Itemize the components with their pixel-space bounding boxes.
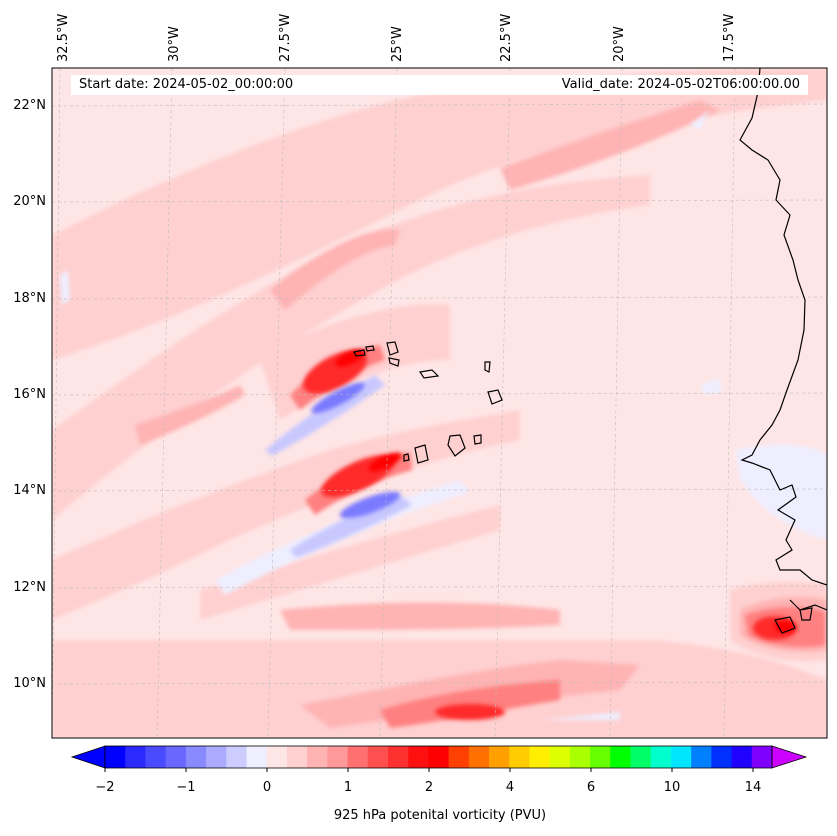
lat-label-12n: 12°N (13, 580, 46, 595)
cape-verde-maio (447, 434, 466, 457)
blue-cores (311, 382, 401, 519)
lon-label-20w: 20°W (612, 26, 627, 62)
lon-label-32-5w: 32.5°W (56, 13, 71, 62)
colorbar-tick-label: 4 (505, 780, 515, 795)
colorbar-tick-label: 10 (663, 780, 681, 795)
colorbar-cell (165, 746, 187, 768)
colorbar-title: 925 hPa potenital vorticity (PVU) (333, 808, 547, 823)
graticule (52, 68, 827, 738)
colorbar-cell (125, 746, 146, 768)
colorbar-cell (105, 746, 126, 768)
cape-verde-sal (386, 341, 399, 356)
colorbar-cell (286, 746, 308, 768)
colorbar-cell (650, 746, 672, 768)
colorbar-cells (105, 746, 773, 768)
lat-label-20n: 20°N (13, 194, 46, 209)
colorbar-cell (367, 746, 389, 768)
lon-label-22-5w: 22.5°W (499, 13, 514, 62)
date-banner: Start date: 2024-05-02_00:00:00 Valid_da… (71, 75, 808, 95)
colorbar-cell (307, 746, 328, 768)
start-date-text: Start date: 2024-05-02_00:00:00 (79, 77, 294, 92)
colorbar-cell (610, 746, 632, 768)
colorbar-cell (509, 746, 530, 768)
colorbar-tick-label: 14 (744, 780, 762, 795)
colorbar-cell (670, 746, 692, 768)
colorbar-cell (691, 746, 712, 768)
cape-verde-boa-vista-3 (487, 389, 503, 405)
colorbar-cell (206, 746, 227, 768)
cape-verde-sao-vicente (365, 345, 375, 352)
colorbar-tick-label: −2 (95, 780, 115, 795)
cape-verde-santiago (414, 444, 429, 464)
lon-label-17-5w: 17.5°W (722, 13, 737, 62)
colorbar-cell (408, 746, 429, 768)
pv-field (52, 68, 827, 738)
cape-verde-brava (473, 434, 482, 445)
colorbar-cell (549, 746, 571, 768)
coastlines (353, 68, 827, 634)
africa-coastline (739, 68, 827, 586)
colorbar-tickmarks (104, 768, 754, 772)
lat-label-10n: 10°N (13, 676, 46, 691)
colorbar-cell (185, 746, 207, 768)
colorbar-tick-label: −1 (176, 780, 196, 795)
colorbar-cell (711, 746, 733, 768)
cape-verde-fogo (403, 453, 410, 462)
colorbar-cell (630, 746, 652, 768)
colorbar-tick-label: 0 (262, 780, 272, 795)
lon-label-25w: 25°W (390, 26, 405, 62)
colorbar-tick-label: 1 (343, 780, 353, 795)
cape-verde-santo-antao (353, 349, 366, 357)
colorbar-cell (731, 746, 753, 768)
colorbar (70, 745, 808, 772)
lon-label-30w: 30°W (167, 26, 182, 62)
colorbar-cell (590, 746, 611, 768)
lat-label-18n: 18°N (13, 291, 46, 306)
colorbar-cell (448, 746, 470, 768)
cape-verde-boa-vista-2 (484, 361, 491, 373)
colorbar-cell (529, 746, 551, 768)
lat-label-22n: 22°N (13, 98, 46, 113)
colorbar-cell (226, 746, 247, 768)
colorbar-tick-label: 2 (424, 780, 434, 795)
cape-verde-sao-nicolau (388, 357, 400, 367)
colorbar-cell (387, 746, 409, 768)
colorbar-cell (246, 746, 268, 768)
colorbar-cell (428, 746, 450, 768)
colorbar-extend-low (70, 745, 106, 769)
colorbar-cell (751, 746, 773, 768)
valid-date-text: Valid_date: 2024-05-02T06:00:00.00 (561, 77, 800, 92)
lat-label-14n: 14°N (13, 483, 46, 498)
bijagos-islands-2 (799, 607, 813, 621)
cape-verde-boa-vista-1 (418, 369, 440, 379)
colorbar-cell (489, 746, 510, 768)
guinea-coast (789, 599, 827, 611)
lon-label-27-5w: 27.5°W (278, 13, 293, 62)
map-frame (51, 67, 828, 739)
colorbar-frame (104, 745, 773, 769)
colorbar-cell (145, 746, 167, 768)
colorbar-cell (327, 746, 349, 768)
colorbar-tick-label: 6 (586, 780, 596, 795)
colorbar-cell (347, 746, 369, 768)
colorbar-cell (569, 746, 591, 768)
colorbar-extend-high (771, 745, 808, 769)
lat-label-16n: 16°N (13, 387, 46, 402)
bijagos-islands (774, 616, 796, 634)
colorbar-cell (468, 746, 490, 768)
colorbar-cell (266, 746, 288, 768)
